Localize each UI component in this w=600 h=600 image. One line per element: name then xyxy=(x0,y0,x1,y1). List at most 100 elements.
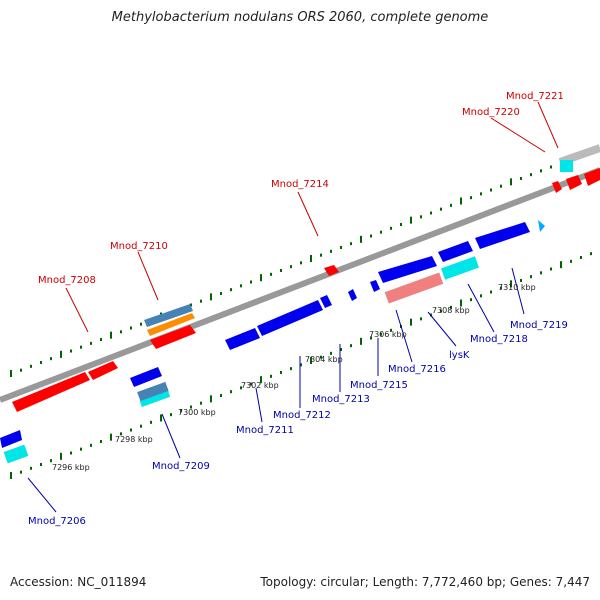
minor-tick xyxy=(130,326,132,330)
kbp-label-7: 7310 kbp xyxy=(498,283,536,292)
minor-tick xyxy=(230,288,232,292)
minor-tick xyxy=(240,386,242,390)
minor-tick xyxy=(120,432,122,436)
major-tick xyxy=(210,293,212,301)
minor-tick xyxy=(80,345,82,349)
minor-tick xyxy=(190,303,192,307)
gene-mnod-7209-rev[interactable] xyxy=(130,367,162,387)
major-tick xyxy=(260,376,262,384)
minor-tick xyxy=(300,363,302,367)
minor-tick xyxy=(390,328,392,332)
accession-label: Accession: NC_011894 xyxy=(10,575,147,589)
major-tick xyxy=(210,395,212,403)
minor-tick xyxy=(550,165,552,169)
trna-mnod-7209[interactable] xyxy=(139,391,171,407)
reverse-gene-label-1: Mnod_7209 xyxy=(152,461,210,472)
gene-mnod-7214[interactable] xyxy=(324,265,339,276)
gene-mnod-7215[interactable] xyxy=(348,289,357,301)
gene-mnod-7210-misc[interactable] xyxy=(147,313,195,336)
minor-tick xyxy=(450,203,452,207)
minor-tick xyxy=(470,196,472,200)
forward-callouts xyxy=(65,101,559,333)
minor-tick xyxy=(220,292,222,295)
minor-tick xyxy=(350,242,352,246)
minor-tick xyxy=(230,390,232,394)
gene-mnod-7210-rrna[interactable] xyxy=(144,304,193,327)
kbp-label-5: 7306 kbp xyxy=(369,330,407,339)
minor-tick xyxy=(380,332,382,336)
minor-tick xyxy=(530,173,532,177)
minor-tick xyxy=(130,428,132,432)
minor-tick xyxy=(340,348,342,351)
genome-title: Methylobacterium nodulans ORS 2060, comp… xyxy=(111,10,489,25)
minor-tick xyxy=(140,424,142,428)
gene-mnod-7222[interactable] xyxy=(584,168,600,186)
minor-tick xyxy=(520,177,522,180)
gene-mnod-7220[interactable] xyxy=(552,181,562,193)
minor-tick xyxy=(120,330,122,334)
minor-tick xyxy=(430,211,432,215)
kbp-label-0: 7296 kbp xyxy=(52,463,90,472)
gene-mnod-7206-rev[interactable] xyxy=(0,430,22,448)
minor-tick xyxy=(520,279,522,282)
gene-mnod-7217[interactable] xyxy=(378,256,437,283)
reverse-gene-label-3: Mnod_7212 xyxy=(273,410,331,421)
reverse-gene-label-4: Mnod_7213 xyxy=(312,394,370,405)
minor-tick xyxy=(490,188,492,192)
minor-tick xyxy=(100,440,102,443)
rrna-mnod-7209[interactable] xyxy=(137,381,169,402)
major-tick xyxy=(510,280,512,288)
forward-gene-label-1: Mnod_7210 xyxy=(110,241,168,252)
minor-tick xyxy=(540,271,542,275)
gene-mnod-7211[interactable] xyxy=(225,328,260,350)
major-tick xyxy=(60,452,62,460)
minor-tick xyxy=(390,226,392,230)
minor-tick xyxy=(480,294,482,298)
gene-mnod-7216[interactable] xyxy=(370,280,380,292)
minor-tick xyxy=(80,447,82,451)
minor-tick xyxy=(450,305,452,309)
gene-mnod-7212[interactable] xyxy=(257,300,323,336)
minor-tick xyxy=(270,272,272,276)
gene-mnod-7207[interactable] xyxy=(12,372,90,412)
gene-mnod-7213[interactable] xyxy=(320,295,332,308)
minor-tick xyxy=(330,351,332,355)
major-tick xyxy=(560,261,562,269)
minor-tick xyxy=(180,409,182,413)
reverse-gene-label-2: Mnod_7211 xyxy=(236,425,294,436)
minor-tick xyxy=(500,184,502,188)
minor-tick xyxy=(380,230,382,234)
gene-mnod-7218[interactable] xyxy=(438,241,473,262)
trna-mnod-7218[interactable] xyxy=(441,256,479,280)
minor-tick xyxy=(300,261,302,265)
minor-tick xyxy=(280,371,282,374)
reverse-gene-label-9: Mnod_7219 xyxy=(510,320,568,331)
reverse-gene-label-8: Mnod_7218 xyxy=(470,334,528,345)
major-tick xyxy=(410,318,412,326)
major-tick xyxy=(460,299,462,307)
reverse-gene-label-5: Mnod_7215 xyxy=(350,380,408,391)
major-tick xyxy=(310,357,312,364)
minor-tick xyxy=(240,284,242,288)
minor-tick xyxy=(440,309,442,313)
trna-mnod-7220[interactable] xyxy=(560,160,573,172)
major-tick xyxy=(260,274,262,282)
kbp-label-3: 7302 kbp xyxy=(241,381,279,390)
forward-gene-label-3: Mnod_7220 xyxy=(462,107,520,118)
minor-tick xyxy=(190,405,192,409)
minor-tick xyxy=(590,252,592,256)
gene-mnod-7221[interactable] xyxy=(566,175,582,190)
gene-mnod-7219[interactable] xyxy=(475,222,530,249)
gene-mnod-7208[interactable] xyxy=(88,361,118,380)
minor-tick xyxy=(530,275,532,279)
gene-mnod-7219-small[interactable] xyxy=(538,220,545,232)
minor-tick xyxy=(170,413,172,417)
trna-mnod-7206[interactable] xyxy=(3,444,29,464)
kbp-label-4: 7304 kbp xyxy=(305,355,343,364)
minor-tick xyxy=(140,322,142,326)
forward-gene-label-0: Mnod_7208 xyxy=(38,275,96,286)
gene-mnod-7210[interactable] xyxy=(150,325,196,349)
minor-tick xyxy=(30,466,32,470)
pseudo-lysk[interactable] xyxy=(384,272,444,304)
